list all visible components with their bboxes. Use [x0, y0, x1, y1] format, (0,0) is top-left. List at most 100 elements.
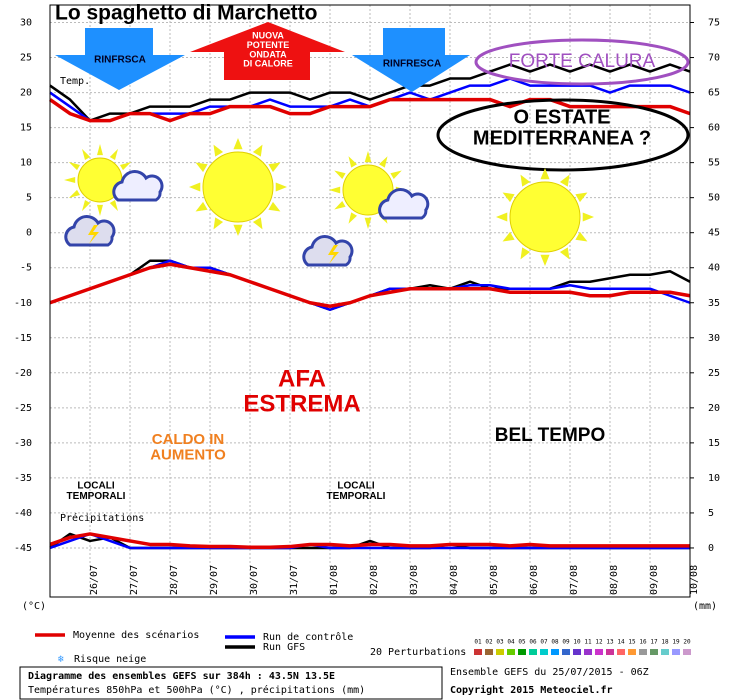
series-line: [49, 262, 691, 309]
y2-tick-label: 50: [708, 193, 720, 204]
perturbation-member: 06: [529, 639, 537, 646]
perturbation-member: 17: [650, 639, 658, 646]
perturbation-member: 02: [485, 639, 493, 646]
sun-ray: [575, 192, 588, 203]
perturbation-member: 15: [628, 639, 636, 646]
x-tick-label: 28/07: [169, 565, 180, 595]
sun-ray: [364, 151, 372, 163]
ellipse: [474, 38, 690, 86]
perturbation-swatch: [606, 649, 614, 655]
x-tick-label: 05/08: [489, 565, 500, 595]
sun-icon: [509, 181, 581, 253]
sun-ray: [275, 182, 287, 192]
perturbation-member: 08: [551, 639, 559, 646]
x-tick-label: 30/07: [249, 565, 260, 595]
sun-ray: [268, 201, 281, 212]
sun-ray: [364, 217, 372, 229]
annotation: O ESTATE: [513, 106, 610, 128]
series-line: [49, 532, 690, 550]
sun-ray: [559, 247, 570, 260]
sun-ray: [520, 174, 531, 187]
perturbation-swatch: [661, 649, 669, 655]
annotation: NUOVA: [252, 30, 284, 40]
y-tick-label: -15: [14, 333, 32, 344]
annotation: RINFRESCA: [383, 59, 441, 70]
x-tick-label: 27/07: [129, 565, 140, 595]
lightning: [88, 225, 99, 244]
snow-icon: ❄: [58, 654, 65, 665]
perturbation-member: 10: [573, 639, 581, 646]
sun-ray: [213, 144, 224, 157]
legend-label: Run de contrôle: [263, 631, 353, 643]
legend: Moyenne des scénarios Run de contrôleRun …: [28, 629, 691, 696]
y-tick-label: -25: [14, 403, 32, 414]
perturbation-member: 07: [540, 639, 548, 646]
y-tick-label: 25: [20, 53, 32, 64]
y2-tick-label: 65: [708, 88, 720, 99]
x-tick-label: 31/07: [289, 565, 300, 595]
perturbation-member: 16: [639, 639, 647, 646]
perturbation-member: 20: [683, 639, 691, 646]
y2-tick-label: 45: [708, 228, 720, 239]
sun-ray: [329, 186, 341, 194]
sun-ray: [68, 189, 81, 198]
y-tick-label: 5: [26, 193, 32, 204]
sun-ray: [195, 162, 208, 173]
annotation: POTENTE: [247, 40, 290, 50]
sun-icon: [342, 164, 394, 216]
x-tick-label: 06/08: [529, 565, 540, 595]
ellipse: [436, 98, 690, 172]
sun-ray: [496, 212, 508, 222]
y-tick-label: 15: [20, 123, 32, 134]
series-line: [48, 97, 691, 123]
y2-tick-label: 75: [708, 18, 720, 29]
x-tick-label: 10/08: [689, 565, 700, 595]
plot-lines: [48, 63, 691, 550]
x-tick-label: 04/08: [449, 565, 460, 595]
panel-label: Précipitations: [60, 512, 144, 524]
perturbation-label: 20 Perturbations: [370, 647, 466, 658]
footer-text: Copyright 2015 Meteociel.fr: [450, 684, 613, 696]
perturbation-swatch: [639, 649, 647, 655]
snow-risk-label: Risque neige: [74, 654, 146, 665]
perturbation-member: 05: [518, 639, 526, 646]
sun-ray: [502, 231, 515, 242]
y2-tick-label: 15: [708, 438, 720, 449]
sun-ray: [109, 199, 118, 212]
series-line: [49, 532, 690, 550]
annotation: ONDATA: [249, 49, 287, 59]
footer-text: Diagramme des ensembles GEFS sur 384h : …: [28, 670, 335, 682]
sun-ray: [348, 212, 358, 224]
cloud-icon: [64, 215, 116, 247]
y2-unit: (mm): [693, 601, 717, 612]
perturbation-swatch: [551, 649, 559, 655]
weather-icons: [64, 138, 594, 267]
perturbation-swatch: [529, 649, 537, 655]
sun-ray: [233, 138, 243, 150]
sun-ray: [575, 231, 588, 242]
perturbation-member: 04: [507, 639, 515, 646]
annotation: RINFRSCA: [94, 55, 146, 66]
annotation: BEL TEMPO: [495, 425, 606, 446]
chart-title: Lo spaghetto di Marchetto: [55, 2, 318, 25]
y2-tick-label: 30: [708, 333, 720, 344]
series-line: [49, 63, 691, 122]
sun-ray: [348, 156, 358, 168]
sun-ray: [97, 144, 103, 156]
perturbation-member: 09: [562, 639, 570, 646]
y-tick-label: -10: [14, 298, 32, 309]
sun-ray: [502, 192, 515, 203]
sun-ray: [334, 170, 346, 180]
sun-ray: [540, 254, 550, 266]
y2-tick-label: 5: [708, 508, 714, 519]
sun-ray: [252, 217, 263, 230]
red-arrow: [190, 22, 345, 80]
legend-label: Run GFS: [263, 642, 305, 653]
perturbation-swatch: [683, 649, 691, 655]
y-tick-label: 20: [20, 88, 32, 99]
x-tick-label: 29/07: [209, 565, 220, 595]
perturbation-swatch: [573, 649, 581, 655]
annotation: TEMPORALI: [67, 491, 126, 502]
perturbation-member: 12: [595, 639, 603, 646]
